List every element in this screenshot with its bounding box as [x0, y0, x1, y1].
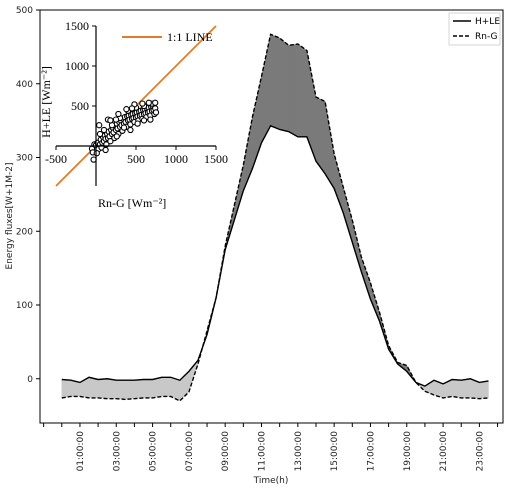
x-tick-label: 23:00:00: [475, 431, 485, 472]
inset-point: [94, 151, 99, 156]
fill-segment: [107, 379, 116, 399]
fill-segment: [479, 381, 488, 399]
fill-segment: [162, 377, 171, 396]
y-axis-title: Energy fluxes[W+1M-2]: [5, 163, 15, 270]
inset-x-tick-label: 1500: [204, 152, 228, 166]
fill-segment: [153, 377, 162, 398]
inset-point: [108, 118, 113, 123]
inset-point: [97, 131, 102, 136]
inset-point: [121, 125, 126, 130]
inset-y-tick-label: 500: [71, 99, 89, 113]
legend-label-rn-g: Rn-G: [475, 32, 498, 42]
inset-point: [141, 118, 146, 123]
series-line-h-le: [62, 126, 489, 386]
inset-point: [148, 117, 153, 122]
y-tick-label: 500: [16, 6, 33, 16]
legend-label-h-le: H+LE: [475, 17, 500, 27]
fill-segment: [116, 380, 125, 399]
x-tick-label: 03:00:00: [112, 431, 122, 472]
inset-x-axis-title: Rn-G [Wm⁻²]: [98, 196, 166, 210]
inset-point: [153, 110, 158, 115]
x-tick-label: 07:00:00: [185, 431, 195, 472]
fill-segment: [125, 380, 134, 399]
inset-points-layer: [89, 100, 158, 162]
inset-x-tick-label: 1000: [164, 152, 188, 166]
inset-point: [113, 117, 118, 122]
inset-point: [103, 147, 108, 152]
y-tick-label: 100: [16, 301, 33, 311]
y-tick-label: 300: [16, 154, 33, 164]
x-tick-label: 17:00:00: [366, 431, 376, 472]
y-tick-label: 400: [16, 80, 33, 90]
x-axis-ticks: 01:00:00 03:00:00 05:00:00 07:00:00 09:00:00…: [44, 423, 498, 471]
x-axis-title: Time(h): [253, 476, 289, 486]
fill-segment: [289, 44, 298, 137]
fill-segment: [262, 34, 271, 142]
x-tick-label: 11:00:00: [258, 431, 268, 472]
fill-segment: [134, 379, 143, 398]
fill-segment: [98, 379, 107, 399]
fill-segment: [334, 154, 343, 213]
fill-segment: [461, 379, 470, 398]
x-tick-label: 15:00:00: [330, 431, 340, 472]
inset-point: [97, 123, 102, 128]
x-tick-label: 21:00:00: [439, 431, 449, 472]
inset-point: [135, 121, 140, 126]
inset-point: [129, 106, 134, 111]
y-tick-label: 0: [27, 375, 33, 385]
inset-scatter-chart: -500 500 1000 1500 500 1000 1500 1:1 LINE Rn-G…: [39, 19, 228, 210]
inset-point: [124, 107, 129, 112]
y-tick-label: 200: [16, 227, 33, 237]
inset-x-tick-label: -500: [45, 152, 67, 166]
inset-y-tick-label: 1500: [65, 19, 89, 33]
fill-segment: [298, 44, 307, 137]
inset-point: [140, 101, 145, 106]
inset-y-tick-label: 1000: [65, 59, 89, 73]
inset-point: [128, 127, 133, 132]
legend: H+LE Rn-G: [449, 13, 500, 45]
fill-segment: [307, 51, 316, 162]
fill-segment: [89, 377, 98, 398]
fill-segment: [452, 379, 461, 397]
x-tick-label: 19:00:00: [403, 431, 413, 472]
x-tick-label: 05:00:00: [149, 431, 159, 472]
x-tick-label: 13:00:00: [294, 431, 304, 472]
inset-x-tick-label: 500: [127, 152, 145, 166]
inset-y-axis-title: H+LE [Wm⁻²]: [39, 66, 53, 138]
inset-point: [146, 100, 151, 105]
y-axis-ticks: 0 100 200 300 400 500: [16, 6, 40, 385]
fill-segment: [62, 379, 71, 397]
inset-point: [114, 134, 119, 139]
fill-segment: [271, 34, 280, 129]
inset-legend-label: 1:1 LINE: [167, 30, 213, 44]
inset-point: [153, 100, 158, 105]
x-tick-label: 01:00:00: [76, 431, 86, 472]
difference-fill-layer: [62, 34, 489, 401]
inset-point: [116, 111, 121, 116]
fill-segment: [280, 38, 289, 132]
fill-segment: [143, 379, 152, 397]
x-tick-label: 09:00:00: [221, 431, 231, 472]
